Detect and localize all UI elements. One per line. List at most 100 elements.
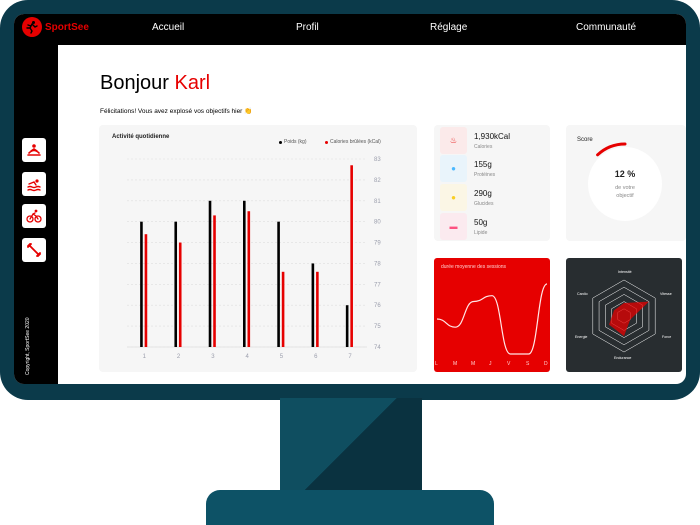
x-tick-label: 5 — [280, 354, 284, 360]
weight-bar — [243, 200, 246, 347]
activity-chart-card: Activité quotidienne Poids (kg) Calories… — [99, 125, 417, 372]
y-tick-label: 76 — [374, 303, 381, 309]
session-day-label: S — [526, 361, 530, 367]
kpi-label: Glucides — [474, 201, 494, 207]
kpi-value: 50g — [474, 218, 488, 227]
kpi-label: Protéines — [474, 172, 496, 178]
calories-bar — [178, 242, 182, 347]
swimming-icon — [27, 179, 41, 192]
monitor-stand-neck — [280, 398, 422, 490]
app-screen: SportSee Accueil Profil Réglage Communau… — [14, 14, 686, 384]
score-caption-line1: de votre — [615, 185, 635, 191]
x-tick-label: 3 — [211, 354, 215, 360]
calories-bar — [213, 215, 216, 347]
calories-bar — [247, 211, 251, 347]
cycling-button[interactable] — [22, 204, 46, 228]
burger-icon: ▬ — [440, 213, 467, 240]
radar-label-intensite: Intensité — [618, 270, 632, 274]
kpi-value: 290g — [474, 189, 492, 198]
performance-radar-chart — [592, 279, 656, 353]
weight-bar — [208, 200, 212, 347]
calories-bar — [144, 234, 148, 347]
score-card: Score 12 % de votre objectif — [566, 125, 686, 241]
swimming-button[interactable] — [22, 172, 46, 196]
sessions-line — [436, 283, 548, 355]
runner-logo-icon — [22, 17, 42, 37]
radar-label-vitesse: Vitesse — [660, 292, 672, 296]
legend-weight-swatch — [279, 140, 282, 144]
score-circle: 12 % de votre objectif — [588, 147, 662, 221]
calories-bar — [350, 165, 353, 347]
chicken-icon: ● — [440, 155, 467, 182]
apple-icon: ● — [440, 184, 467, 211]
kpi-lipide: ▬ 50g Lipide — [440, 213, 550, 240]
weight-bar — [345, 305, 349, 347]
score-caption-line2: objectif — [616, 193, 634, 199]
y-tick-label: 75 — [374, 324, 381, 330]
y-tick-label: 78 — [374, 261, 381, 267]
sessions-chart-title: durée moyenne des sessions — [441, 264, 507, 270]
score-value: 12 % — [614, 169, 636, 179]
yoga-button[interactable] — [22, 138, 46, 162]
radar-label-force: Force — [662, 335, 672, 339]
activity-chart-title: Activité quotidienne — [112, 134, 170, 140]
session-day-label: J — [489, 361, 492, 367]
session-day-label: M — [453, 361, 458, 367]
y-tick-label: 82 — [374, 178, 381, 184]
brand-name: SportSee — [45, 21, 89, 33]
nav-accueil[interactable]: Accueil — [152, 22, 185, 33]
calories-bar — [281, 271, 285, 347]
radar-label-energie: Energie — [575, 335, 588, 339]
brand-logo[interactable]: SportSee — [22, 17, 89, 37]
weight-bar — [140, 221, 143, 347]
score-title: Score — [577, 137, 593, 143]
session-day-label: V — [507, 361, 511, 367]
fire-icon: ♨ — [440, 127, 467, 154]
y-tick-label: 77 — [374, 282, 381, 288]
dumbbell-icon — [27, 243, 41, 257]
legend-calories-label: Calories brûlées (kCal) — [330, 139, 381, 145]
kpi-label: Lipide — [474, 230, 488, 236]
radar-area — [609, 301, 649, 337]
nav-reglage[interactable]: Réglage — [430, 22, 468, 33]
dumbbell-button[interactable] — [22, 238, 46, 262]
x-tick-label: 2 — [177, 354, 181, 360]
y-tick-label: 74 — [374, 345, 381, 351]
sidebar: Copyright, SportSee 2020 — [14, 45, 58, 384]
legend-weight: Poids (kg) — [279, 139, 307, 145]
kpi-proteines: ● 155g Protéines — [440, 155, 550, 182]
nav-profil[interactable]: Profil — [296, 22, 319, 33]
page-title: Bonjour Karl — [100, 72, 210, 95]
greeting-prefix: Bonjour — [100, 72, 169, 94]
y-tick-label: 83 — [374, 157, 381, 163]
kpi-value: 1,930kCal — [474, 132, 511, 141]
score-caption: de votre objectif — [588, 184, 662, 200]
radar-grid — [592, 279, 656, 353]
legend-calories-swatch — [325, 140, 328, 144]
calories-bar — [316, 271, 319, 347]
session-day-label: M — [471, 361, 476, 367]
weight-bar — [174, 221, 178, 347]
copyright-text: Copyright, SportSee 2020 — [25, 317, 31, 375]
x-tick-label: 7 — [348, 354, 352, 360]
y-tick-label: 81 — [374, 199, 381, 205]
weight-bar — [277, 221, 280, 347]
radar-grid — [598, 286, 650, 346]
session-day-label: L — [435, 361, 438, 367]
radar-label-cardio: Cardio — [577, 292, 588, 296]
legend-calories: Calories brûlées (kCal) — [325, 139, 381, 145]
nav-communaute[interactable]: Communauté — [576, 22, 637, 33]
x-tick-label: 6 — [314, 354, 318, 360]
x-tick-label: 4 — [246, 354, 250, 360]
kpi-glucides: ● 290g Glucides — [440, 184, 550, 211]
sessions-line-chart — [436, 283, 548, 355]
score-arc-path — [596, 142, 627, 157]
x-tick-label: 1 — [143, 354, 147, 360]
greeting-subtitle: Félicitations! Vous avez explosé vos obj… — [100, 108, 253, 115]
kpi-value: 155g — [474, 160, 492, 169]
y-tick-label: 80 — [374, 220, 381, 226]
kpi-label: Calories — [474, 144, 493, 150]
performance-radar-card: Intensité Vitesse Force Endurance Energi… — [566, 258, 682, 372]
weight-bar — [311, 263, 315, 347]
score-arc — [596, 142, 627, 157]
